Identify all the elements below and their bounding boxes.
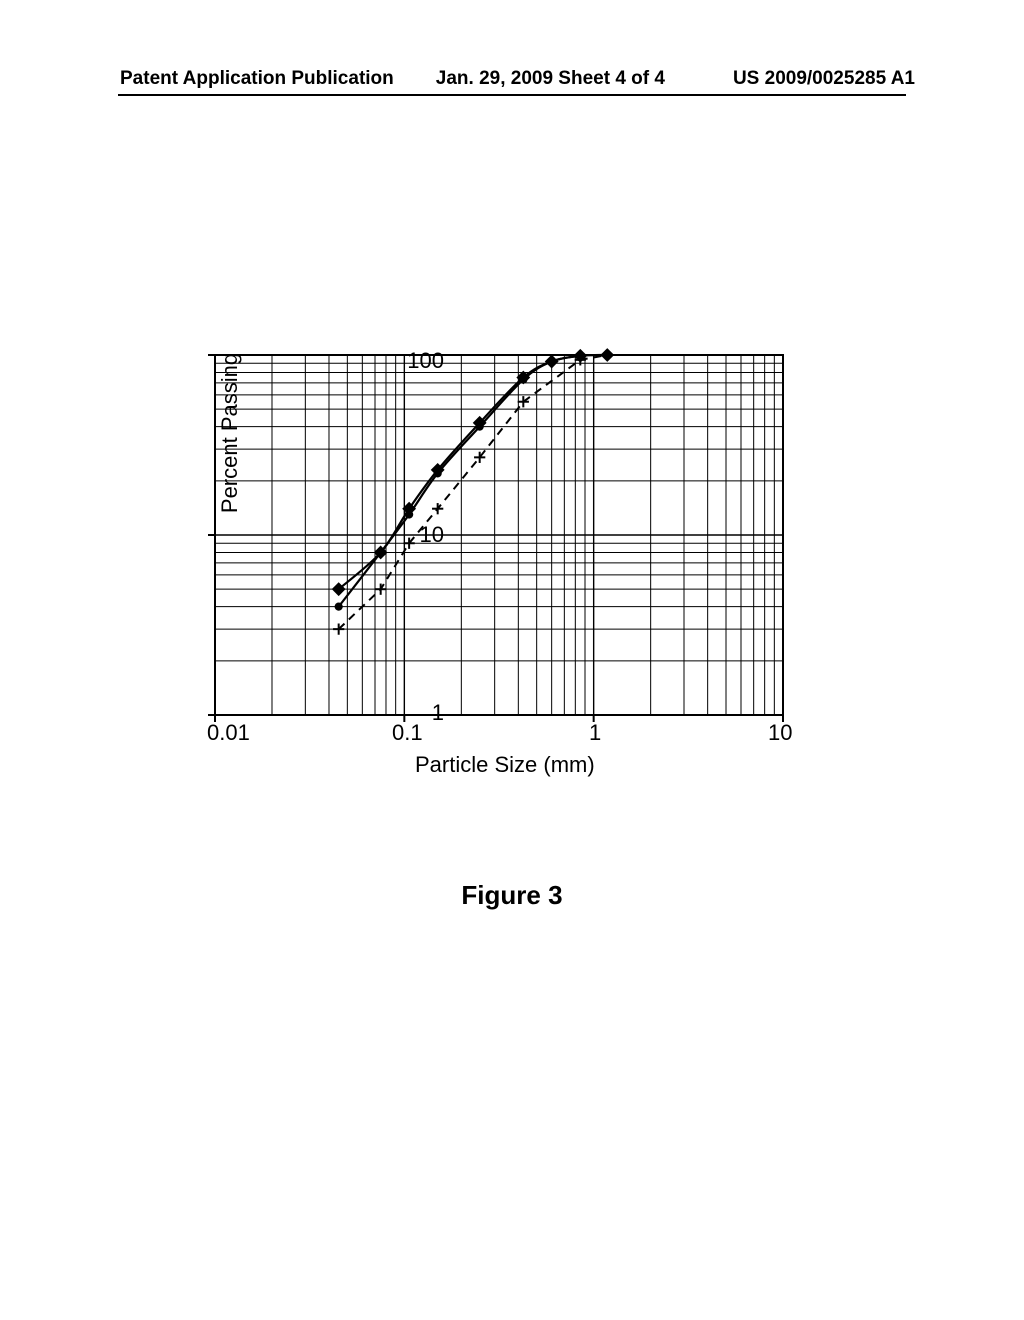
header-right: US 2009/0025285 A1 (733, 68, 915, 90)
x-tick-10: 10 (768, 720, 792, 746)
y-tick-10: 10 (384, 522, 444, 548)
header-rule (118, 94, 906, 96)
x-axis-label: Particle Size (mm) (415, 752, 595, 778)
x-tick-01: 0.1 (392, 720, 423, 746)
x-tick-001: 0.01 (207, 720, 250, 746)
patent-header: Patent Application Publication Jan. 29, … (0, 68, 1024, 90)
figure-caption: Figure 3 (0, 880, 1024, 911)
y-axis-label: Percent Passing (217, 353, 243, 513)
particle-size-chart (215, 355, 783, 771)
x-tick-1: 1 (589, 720, 601, 746)
chart-svg (215, 355, 783, 715)
y-tick-100: 100 (384, 348, 444, 374)
header-center: Jan. 29, 2009 Sheet 4 of 4 (436, 68, 665, 90)
header-left: Patent Application Publication (120, 68, 394, 90)
